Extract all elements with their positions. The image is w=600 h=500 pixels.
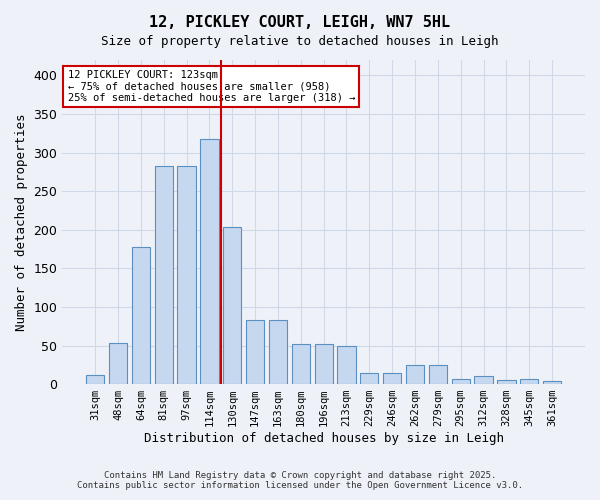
Bar: [269, 320, 287, 384]
Bar: [520, 380, 538, 384]
Bar: [314, 344, 333, 384]
Bar: [86, 375, 104, 384]
Bar: [337, 346, 356, 384]
Bar: [246, 320, 264, 384]
Bar: [200, 138, 218, 384]
Bar: [429, 365, 447, 384]
Y-axis label: Number of detached properties: Number of detached properties: [15, 114, 28, 331]
Bar: [178, 166, 196, 384]
X-axis label: Distribution of detached houses by size in Leigh: Distribution of detached houses by size …: [143, 432, 503, 445]
Text: Size of property relative to detached houses in Leigh: Size of property relative to detached ho…: [101, 35, 499, 48]
Bar: [497, 380, 515, 384]
Bar: [223, 228, 241, 384]
Bar: [383, 374, 401, 384]
Bar: [109, 343, 127, 384]
Bar: [155, 166, 173, 384]
Bar: [360, 372, 379, 384]
Text: 12, PICKLEY COURT, LEIGH, WN7 5HL: 12, PICKLEY COURT, LEIGH, WN7 5HL: [149, 15, 451, 30]
Text: Contains HM Land Registry data © Crown copyright and database right 2025.
Contai: Contains HM Land Registry data © Crown c…: [77, 470, 523, 490]
Bar: [452, 378, 470, 384]
Bar: [406, 365, 424, 384]
Bar: [292, 344, 310, 384]
Text: 12 PICKLEY COURT: 123sqm
← 75% of detached houses are smaller (958)
25% of semi-: 12 PICKLEY COURT: 123sqm ← 75% of detach…: [68, 70, 355, 103]
Bar: [475, 376, 493, 384]
Bar: [543, 381, 561, 384]
Bar: [132, 246, 150, 384]
